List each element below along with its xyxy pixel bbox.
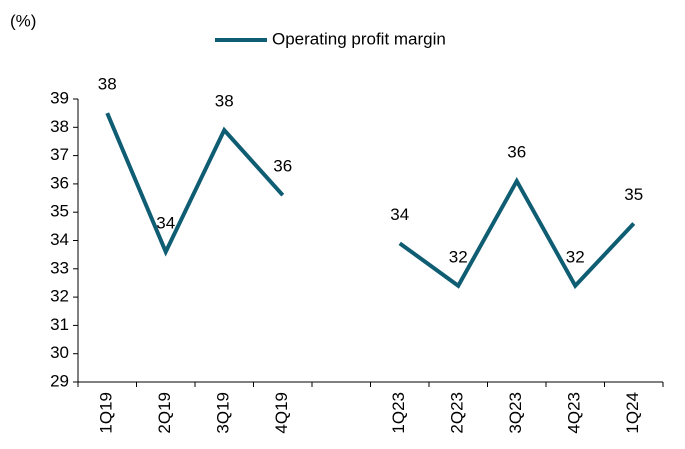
x-tick-label: 4Q19 (272, 392, 291, 434)
x-tick-label: 4Q23 (565, 392, 584, 434)
y-tick-label: 35 (50, 202, 69, 221)
data-label: 32 (566, 247, 585, 266)
y-tick-label: 30 (50, 343, 69, 362)
y-tick-label: 33 (50, 258, 69, 277)
y-tick-label: 38 (50, 117, 69, 136)
data-label: 38 (215, 92, 234, 111)
x-tick-label: 1Q19 (97, 392, 116, 434)
data-label: 34 (156, 213, 175, 232)
y-tick-label: 34 (50, 230, 69, 249)
y-axis-label: (%) (10, 11, 36, 30)
y-tick-label: 36 (50, 173, 69, 192)
legend-label: Operating profit margin (272, 29, 446, 48)
data-label: 35 (624, 185, 643, 204)
data-label: 38 (98, 75, 117, 94)
y-tick-label: 32 (50, 287, 69, 306)
y-tick-label: 31 (50, 315, 69, 334)
data-label: 36 (273, 157, 292, 176)
y-tick-label: 37 (50, 145, 69, 164)
x-tick-label: 1Q24 (623, 392, 642, 434)
x-tick-label: 1Q23 (389, 392, 408, 434)
y-tick-label: 29 (50, 371, 69, 390)
data-label: 34 (390, 205, 409, 224)
y-tick-label: 39 (50, 88, 69, 107)
x-tick-label: 3Q23 (506, 392, 525, 434)
x-tick-label: 2Q19 (155, 392, 174, 434)
series-line (105, 112, 636, 290)
data-label: 36 (507, 143, 526, 162)
data-label: 32 (449, 247, 468, 266)
x-tick-label: 2Q23 (448, 392, 467, 434)
x-tick-label: 3Q19 (214, 392, 233, 434)
